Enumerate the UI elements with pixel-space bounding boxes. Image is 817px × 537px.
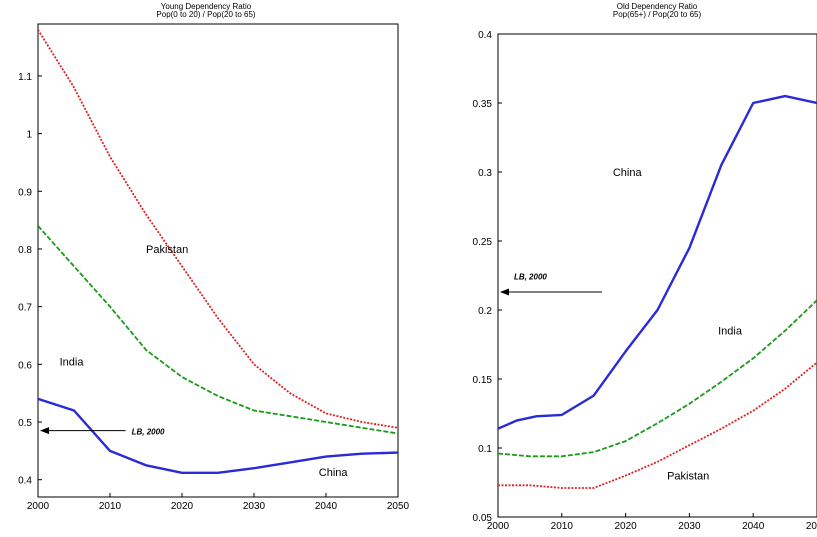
- x-tick-label: 2000: [27, 501, 50, 512]
- annotation-pakistan: Pakistan: [667, 471, 709, 483]
- series-group: [38, 29, 398, 474]
- x-tick-label: 2020: [171, 501, 194, 512]
- series-line-china: [498, 94, 817, 430]
- x-tick-label: 2010: [551, 521, 574, 532]
- y-tick-label: 0.35: [473, 99, 493, 110]
- y-tick-label: 0.9: [18, 187, 32, 198]
- y-tick-label: 0.3: [478, 168, 492, 179]
- y-tick-label: 0.6: [18, 360, 32, 371]
- annotation-india: India: [60, 356, 85, 368]
- y-tick-label: 0.25: [473, 237, 493, 248]
- y-tick-label: 0.4: [18, 476, 32, 487]
- annotation-arrow-head: [40, 427, 49, 435]
- y-tick-label: 1: [26, 130, 32, 141]
- x-tick-label: 2050: [806, 521, 817, 532]
- x-tick-label: 2000: [487, 521, 510, 532]
- y-tick-label: 0.05: [473, 513, 493, 524]
- chart-title: Old Dependency Ratio: [617, 2, 698, 11]
- series-group: [498, 94, 817, 489]
- y-tick-label: 1.1: [18, 72, 32, 83]
- series-line-india: [38, 225, 398, 435]
- chart-subtitle: Pop(65+) / Pop(20 to 65): [613, 10, 702, 19]
- y-tick-label: 0.8: [18, 245, 32, 256]
- annotation-india: India: [718, 326, 743, 338]
- series-line-china: [38, 397, 398, 474]
- annotation-china: China: [319, 467, 349, 479]
- annotation-lb-2000: LB, 2000: [132, 428, 165, 437]
- x-tick-label: 2030: [243, 501, 266, 512]
- annotation-pakistan: Pakistan: [146, 244, 188, 256]
- series-line-pakistan: [38, 29, 398, 429]
- y-tick-label: 0.7: [18, 303, 32, 314]
- y-tick-label: 0.1: [478, 444, 492, 455]
- y-tick-label: 0.15: [473, 375, 493, 386]
- y-tick-label: 0.4: [478, 30, 492, 41]
- annotation-lb-2000: LB, 2000: [514, 273, 547, 282]
- old-dependency-chart: Old Dependency Ratio Pop(65+) / Pop(20 t…: [473, 2, 817, 532]
- x-tick-label: 2040: [315, 501, 338, 512]
- x-tick-label: 2010: [99, 501, 122, 512]
- annotation-arrow-head: [500, 288, 509, 296]
- chart-title: Young Dependency Ratio: [161, 2, 252, 11]
- x-tick-label: 2040: [742, 521, 765, 532]
- x-tick-label: 2050: [387, 501, 410, 512]
- x-tick-label: 2020: [614, 521, 637, 532]
- annotation-china: China: [613, 167, 643, 179]
- young-dependency-chart: Young Dependency Ratio Pop(0 to 20) / Po…: [18, 2, 409, 512]
- series-line-india: [498, 299, 817, 458]
- x-tick-label: 2030: [678, 521, 701, 532]
- plot-frame: [497, 33, 817, 518]
- chart-subtitle: Pop(0 to 20) / Pop(20 to 65): [156, 10, 256, 19]
- y-tick-label: 0.5: [18, 418, 32, 429]
- y-tick-label: 0.2: [478, 306, 492, 317]
- series-line-pakistan: [498, 361, 817, 489]
- plot-frame: [37, 23, 399, 498]
